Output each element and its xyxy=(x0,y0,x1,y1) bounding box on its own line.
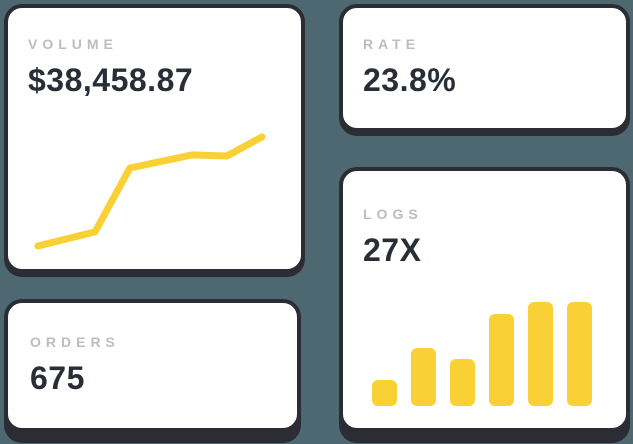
bar xyxy=(528,302,553,406)
logs-bar-chart xyxy=(372,300,592,406)
logs-card: LOGS 27X xyxy=(339,167,630,432)
bar xyxy=(372,380,397,406)
rate-value: 23.8% xyxy=(363,62,457,98)
bar xyxy=(450,359,475,406)
orders-label: ORDERS xyxy=(30,334,120,350)
logs-value: 27X xyxy=(363,232,422,268)
rate-label: RATE xyxy=(363,36,421,52)
orders-card: ORDERS 675 xyxy=(4,299,301,432)
volume-line-series xyxy=(34,133,266,250)
rate-card: RATE 23.8% xyxy=(339,4,630,132)
orders-value: 675 xyxy=(30,360,85,396)
volume-value: $38,458.87 xyxy=(28,62,194,98)
volume-card: VOLUME $38,458.87 xyxy=(4,4,305,273)
volume-line-chart xyxy=(34,133,266,250)
bar xyxy=(489,314,514,406)
logs-label: LOGS xyxy=(363,206,423,222)
bar xyxy=(567,302,592,406)
bar xyxy=(411,348,436,406)
volume-label: VOLUME xyxy=(28,36,118,52)
